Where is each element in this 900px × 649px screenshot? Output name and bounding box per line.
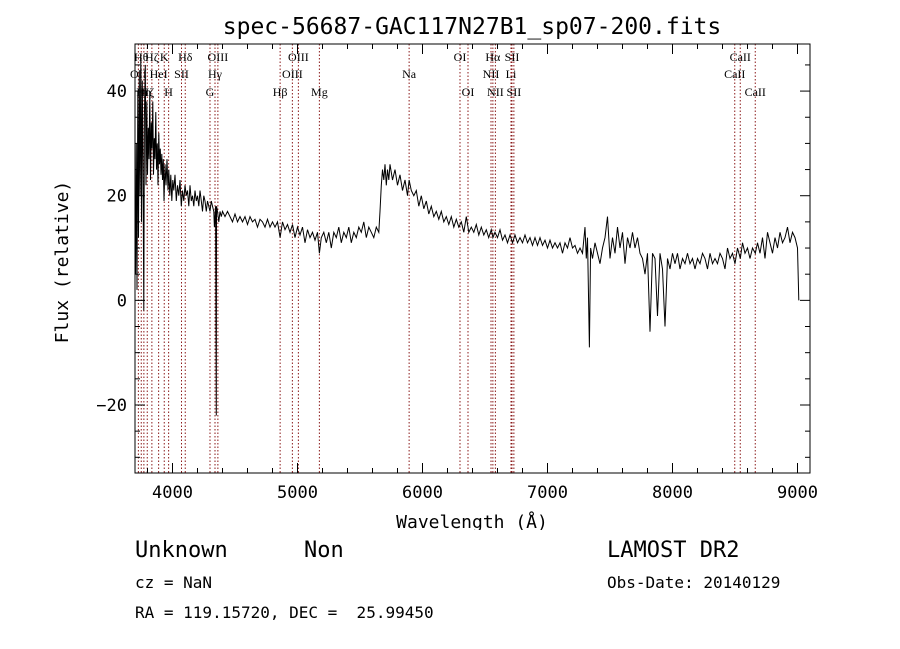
line-label: OIII bbox=[282, 67, 303, 81]
line-label: SII bbox=[174, 67, 189, 81]
line-label: Hθ bbox=[134, 50, 149, 64]
object-subclass: Non bbox=[304, 538, 344, 563]
x-tick-label: 8000 bbox=[652, 483, 693, 503]
y-tick-label: 40 bbox=[107, 82, 127, 102]
line-label: HeI bbox=[150, 67, 168, 81]
line-label: CaII bbox=[745, 85, 766, 99]
coordinates: RA = 119.15720, DEC = 25.99450 bbox=[135, 603, 434, 622]
x-tick-label: 4000 bbox=[152, 483, 193, 503]
spectral-line-markers bbox=[137, 44, 756, 473]
spectrum-line bbox=[134, 54, 800, 416]
chart-title: spec-56687-GAC117N27B1_sp07-200.fits bbox=[223, 14, 722, 40]
line-label: G bbox=[206, 85, 215, 99]
x-tick-label: 6000 bbox=[402, 483, 443, 503]
x-tick-label: 7000 bbox=[527, 483, 568, 503]
survey-name: LAMOST DR2 bbox=[607, 538, 740, 563]
spectrum-plot: spec-56687-GAC117N27B1_sp07-200.fits 400… bbox=[52, 14, 818, 530]
line-label: Li bbox=[506, 67, 517, 81]
object-class: Unknown bbox=[135, 538, 228, 563]
line-label: OIII bbox=[288, 50, 309, 64]
x-tick-label: 5000 bbox=[277, 483, 318, 503]
line-label: NII bbox=[487, 85, 504, 99]
line-label: Hζ bbox=[145, 50, 159, 64]
line-label: NII bbox=[483, 67, 500, 81]
axis-ticks: 4000 5000 6000 7000 8000 9000 −20 0 20 40 bbox=[96, 44, 818, 503]
x-tick-label: 9000 bbox=[777, 483, 818, 503]
line-label: H bbox=[164, 85, 173, 99]
observation-date: Obs-Date: 20140129 bbox=[607, 573, 781, 592]
y-tick-label: −20 bbox=[96, 396, 127, 416]
spectral-line-labels: OIIHθHηHζHζHeIKHSIIHδGHγOIIIHβOIIIOIIIMg… bbox=[130, 50, 766, 99]
line-label: Hη bbox=[136, 85, 151, 99]
line-label: Hδ bbox=[178, 50, 193, 64]
y-axis-label: Flux (relative) bbox=[52, 181, 73, 344]
line-label: OI bbox=[454, 50, 467, 64]
x-axis-label: Wavelength (Å) bbox=[396, 511, 548, 530]
line-label: OI bbox=[462, 85, 475, 99]
line-label: OII bbox=[130, 67, 147, 81]
redshift-cz: cz = NaN bbox=[135, 573, 213, 592]
line-label: Hβ bbox=[273, 85, 288, 99]
line-label: Na bbox=[402, 67, 417, 81]
line-label: Hα bbox=[485, 50, 501, 64]
line-label: OIII bbox=[208, 50, 229, 64]
line-label: Mg bbox=[311, 85, 328, 99]
y-tick-label: 20 bbox=[107, 187, 127, 207]
line-label: K bbox=[160, 50, 169, 64]
line-label: SII bbox=[505, 50, 520, 64]
y-tick-label: 0 bbox=[117, 291, 127, 311]
line-label: Hζ bbox=[140, 85, 154, 99]
line-label: CaII bbox=[730, 50, 751, 64]
line-label: CaII bbox=[724, 67, 745, 81]
line-label: Hγ bbox=[208, 67, 223, 81]
line-label: SII bbox=[507, 85, 522, 99]
